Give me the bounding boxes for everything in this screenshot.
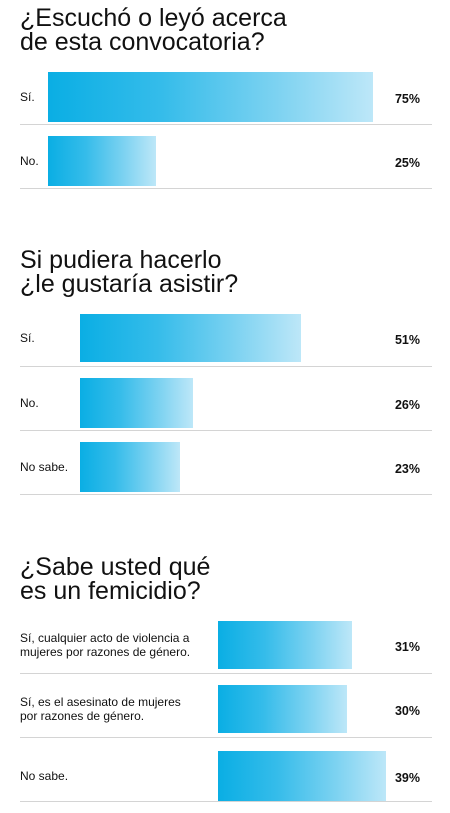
answer-percentage: 31% bbox=[394, 640, 420, 654]
answer-row: No sabe. 23% bbox=[20, 430, 432, 495]
answer-percentage: 51% bbox=[394, 333, 420, 347]
answer-row: No. 26% bbox=[20, 366, 432, 431]
answer-label: No sabe. bbox=[20, 460, 69, 474]
answer-bar bbox=[218, 751, 386, 801]
answer-percentage: 23% bbox=[394, 462, 420, 476]
answer-bar bbox=[218, 621, 352, 669]
answer-bar bbox=[218, 685, 347, 733]
answer-percentage: 25% bbox=[394, 156, 420, 170]
answer-percentage: 30% bbox=[394, 704, 420, 718]
answer-row: No. 25% bbox=[20, 124, 432, 189]
answer-percentage: 75% bbox=[394, 92, 420, 106]
answer-label: No. bbox=[20, 154, 39, 168]
answer-row: No sabe. 39% bbox=[20, 737, 432, 802]
answer-percentage: 26% bbox=[394, 398, 420, 412]
question-title: ¿Sabe usted qué es un femicidio? bbox=[20, 553, 211, 605]
answer-row: Sí, cualquier acto de violencia a mujere… bbox=[20, 621, 432, 674]
answer-row: Sí, es el asesinato de mujeres por razon… bbox=[20, 673, 432, 738]
answer-bar bbox=[80, 314, 301, 362]
answer-bar bbox=[80, 442, 180, 492]
answer-label: Sí, cualquier acto de violencia a mujere… bbox=[20, 631, 191, 659]
answer-percentage: 39% bbox=[394, 771, 420, 785]
answer-label: Sí. bbox=[20, 331, 35, 345]
answer-bar bbox=[80, 378, 193, 428]
answer-row: Sí. 51% bbox=[20, 314, 432, 367]
answer-bar bbox=[48, 72, 373, 122]
answer-label: Sí. bbox=[20, 90, 35, 104]
question-title: ¿Escuchó o leyó acerca de esta convocato… bbox=[20, 4, 287, 56]
question-title: Si pudiera hacerlo ¿le gustaría asistir? bbox=[20, 246, 239, 298]
answer-label: No sabe. bbox=[20, 769, 69, 783]
answer-label: No. bbox=[20, 396, 39, 410]
answer-row: Sí. 75% bbox=[20, 72, 432, 125]
answer-bar bbox=[48, 136, 156, 186]
answer-label: Sí, es el asesinato de mujeres por razon… bbox=[20, 695, 181, 723]
